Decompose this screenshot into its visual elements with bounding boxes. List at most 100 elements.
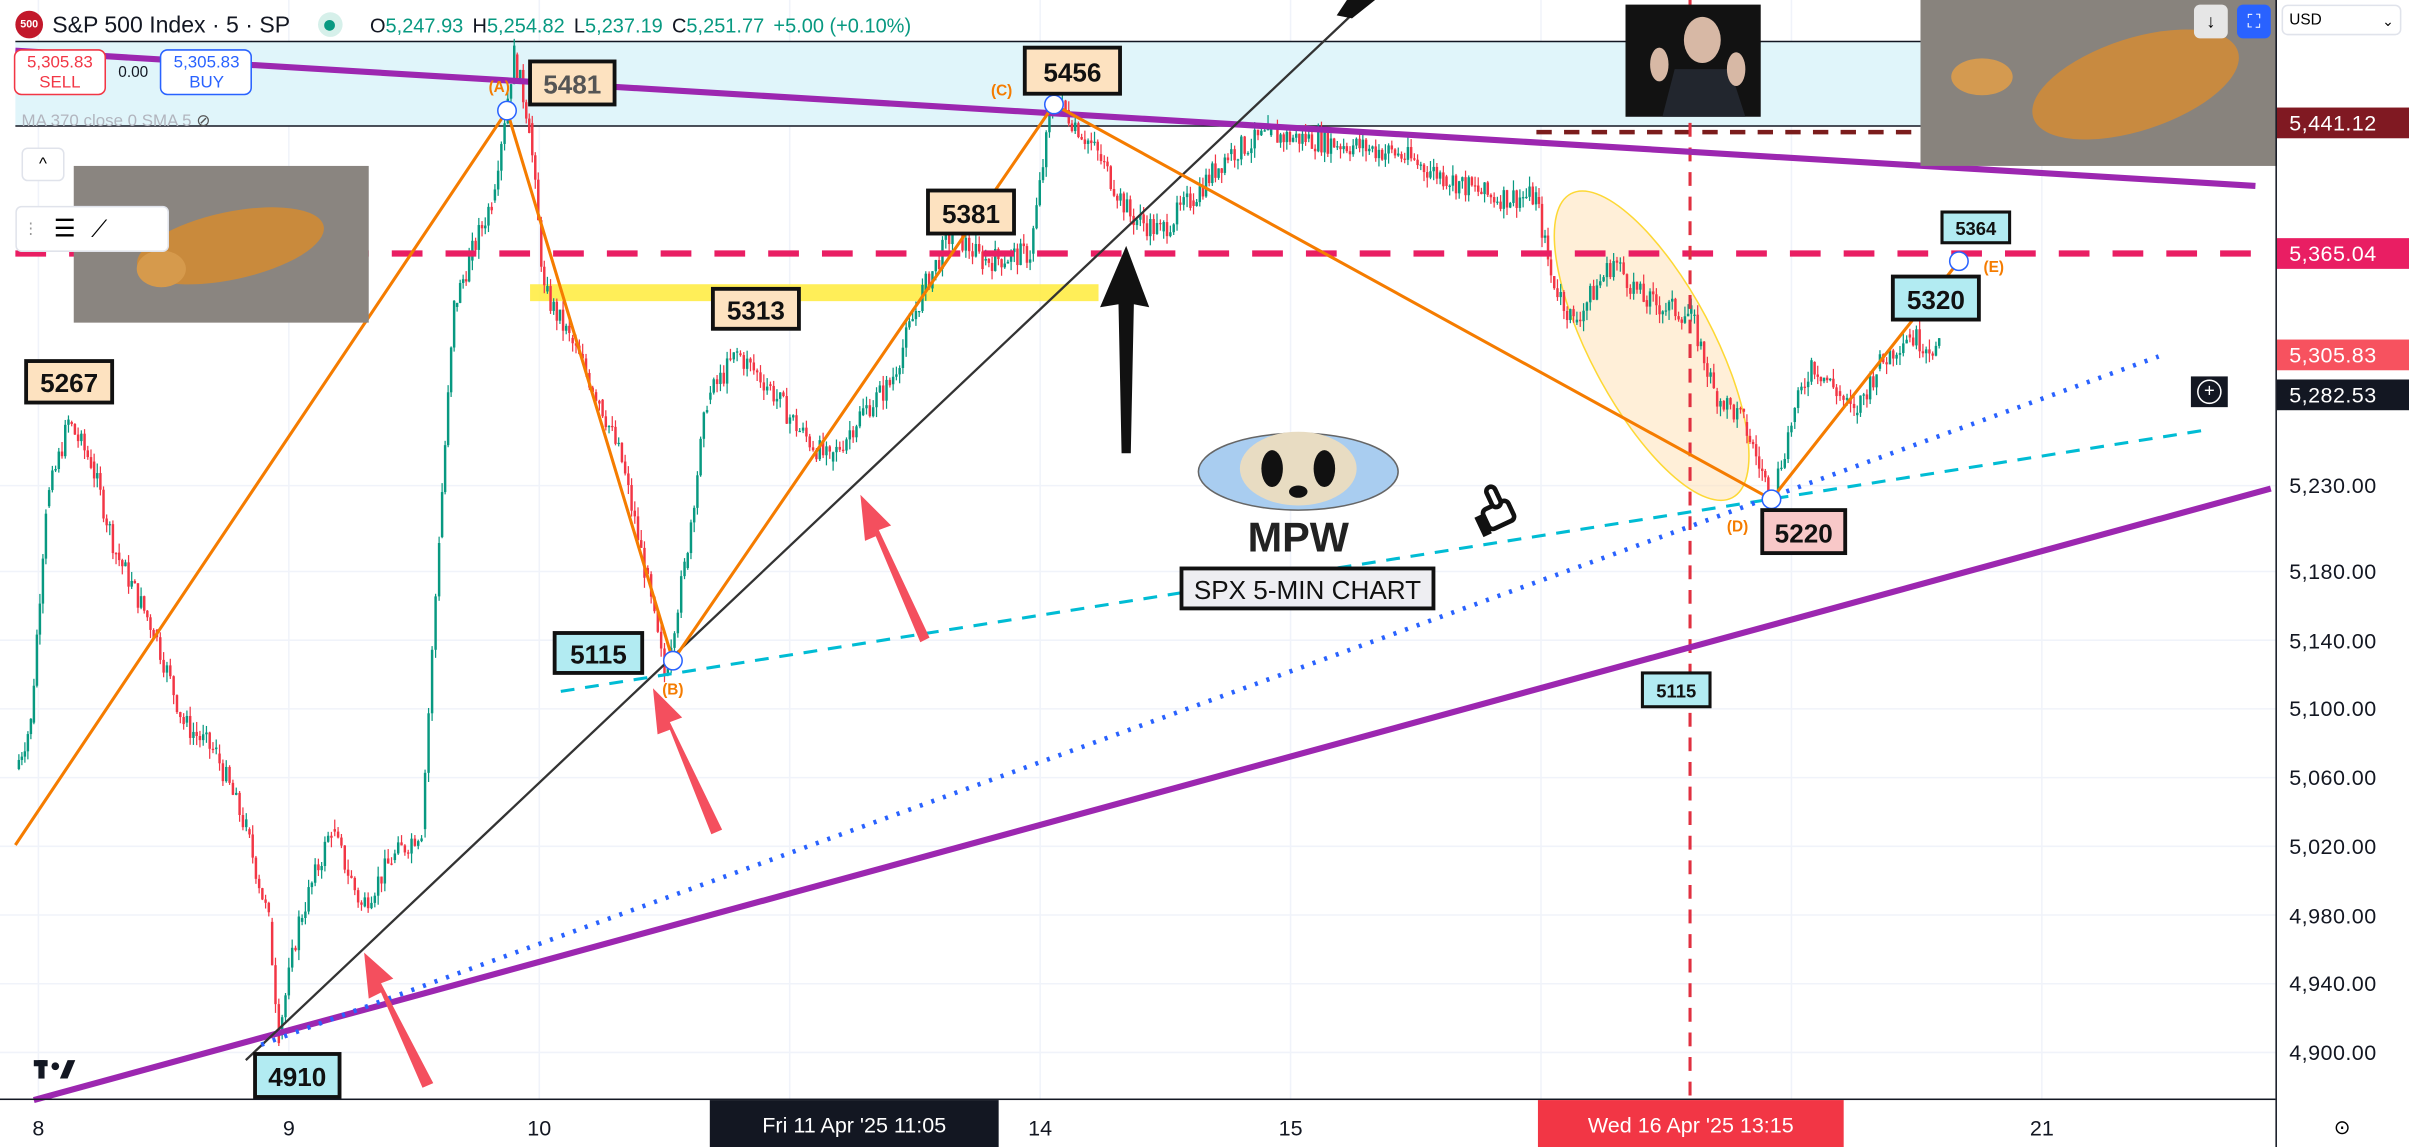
candle-body	[172, 676, 175, 696]
visibility-hidden-icon[interactable]: ⊘	[196, 112, 211, 131]
candle-body	[1080, 137, 1083, 140]
candle-body	[689, 522, 693, 554]
candle-body	[152, 629, 155, 639]
cat-image-right[interactable]	[1920, 0, 2277, 166]
price-tick-label: 5,020.00	[2289, 834, 2377, 859]
candle-body	[1122, 193, 1126, 213]
time-axis[interactable]: 8 9 10 14 15 21 Fri 11 Apr '25 11:05 Wed 16 A…	[0, 1098, 2276, 1147]
red-arrow-icon	[364, 494, 930, 1088]
candle-body	[1722, 401, 1726, 410]
candle-body	[1875, 374, 1878, 388]
candle-body	[568, 325, 571, 333]
wave-label-c: (C)	[991, 82, 1012, 99]
candle-body	[1192, 200, 1195, 206]
ohlc-low: L5,237.19	[573, 13, 663, 37]
candle-body	[1250, 148, 1253, 154]
candle-body	[1751, 441, 1755, 445]
candle-body	[1609, 263, 1612, 278]
lower-trendline[interactable]	[32, 485, 2272, 1104]
upper-trendline[interactable]	[15, 47, 2256, 189]
candle-body	[114, 553, 118, 555]
candle-body	[287, 967, 291, 996]
candle-body	[1099, 154, 1103, 162]
candle-body	[1339, 146, 1342, 150]
buy-button[interactable]: 5,305.83 BUY	[160, 49, 253, 96]
powell-image[interactable]	[1625, 4, 1761, 117]
highlight-band	[15, 41, 1921, 126]
candle-body	[1473, 185, 1477, 187]
candle-body	[861, 408, 865, 416]
candle-body	[614, 426, 617, 444]
candle-body	[458, 282, 462, 303]
ohlc-open: O5,247.93	[369, 13, 464, 37]
candle-body	[1342, 146, 1345, 150]
candle-body	[1448, 185, 1451, 187]
candle-body	[326, 835, 330, 842]
candle-body	[1934, 345, 1938, 356]
settings-lines-icon[interactable]: ☰	[53, 216, 76, 243]
candle-body	[41, 558, 45, 604]
candle-body	[1680, 319, 1683, 323]
add-alert-button[interactable]: +	[2190, 376, 2228, 408]
candle-body	[1674, 298, 1677, 317]
candle-body	[231, 782, 235, 795]
market-status-icon[interactable]	[317, 12, 343, 37]
candle-body	[195, 731, 198, 737]
candle-body	[1776, 468, 1780, 496]
candle-body	[1661, 311, 1664, 315]
candle-body	[346, 869, 350, 876]
candle-body	[1413, 158, 1416, 160]
trendline-tool-icon[interactable]: ⟋	[91, 215, 108, 242]
candle-body	[1898, 353, 1902, 355]
candle-body	[1658, 305, 1661, 315]
candle-body	[1438, 172, 1442, 179]
symbol-title[interactable]: S&P 500 Index · 5 · SP	[52, 11, 291, 38]
candle-body	[594, 392, 598, 401]
cyan-dashed-trendline[interactable]	[560, 428, 2205, 693]
currency-select[interactable]: USD ⌄	[2281, 4, 2402, 36]
candle-body	[1599, 281, 1602, 286]
label-5364: 5364	[1940, 210, 2012, 245]
candle-body	[333, 829, 336, 832]
indicator-legend[interactable]: MA 370 close 0 SMA 5 ⊘	[21, 112, 211, 131]
candle-body	[881, 385, 885, 401]
drawing-toolbar: ⋮ ☰ ⟋	[15, 205, 170, 252]
candle-body	[845, 439, 848, 451]
scroll-down-button[interactable]: ↓	[2193, 4, 2228, 39]
axis-settings-button[interactable]: ⊙	[2333, 1115, 2351, 1139]
candle-body	[67, 419, 70, 425]
candle-body	[307, 887, 310, 912]
candle-body	[1223, 157, 1227, 173]
tradingview-logo[interactable]	[33, 1060, 76, 1079]
candle-body	[60, 451, 64, 457]
blue-dotted-trendline[interactable]	[260, 354, 2160, 1047]
candle-body	[1905, 339, 1908, 344]
candle-body	[815, 450, 818, 460]
candle-body	[26, 734, 30, 752]
candle-body	[901, 347, 905, 369]
candle-body	[1009, 252, 1013, 262]
candle-body	[1664, 310, 1668, 312]
candle-body	[1390, 145, 1394, 150]
sell-button[interactable]: 5,305.83 SELL	[13, 49, 107, 96]
candle-body	[546, 286, 549, 292]
fullscreen-button[interactable]: ⛶	[2236, 4, 2271, 39]
elliott-wave-lines[interactable]	[14, 102, 1961, 846]
candle-body	[759, 372, 762, 383]
black-trendline[interactable]	[245, 0, 1369, 1061]
candle-body	[380, 876, 383, 884]
price-axis[interactable]	[2275, 0, 2409, 1147]
wave-points[interactable]	[497, 94, 1969, 671]
candle-body	[772, 385, 775, 402]
candle-body	[798, 430, 801, 433]
candle-body	[1748, 435, 1752, 442]
drag-handle-icon[interactable]: ⋮	[23, 220, 39, 238]
candle-body	[1655, 294, 1658, 306]
candle-body	[136, 583, 140, 608]
candle-body	[561, 309, 565, 331]
candle-body	[1806, 381, 1810, 388]
collapse-legend-button[interactable]: ^	[21, 147, 65, 182]
candle-body	[1371, 146, 1374, 149]
candle-body	[1253, 129, 1256, 149]
